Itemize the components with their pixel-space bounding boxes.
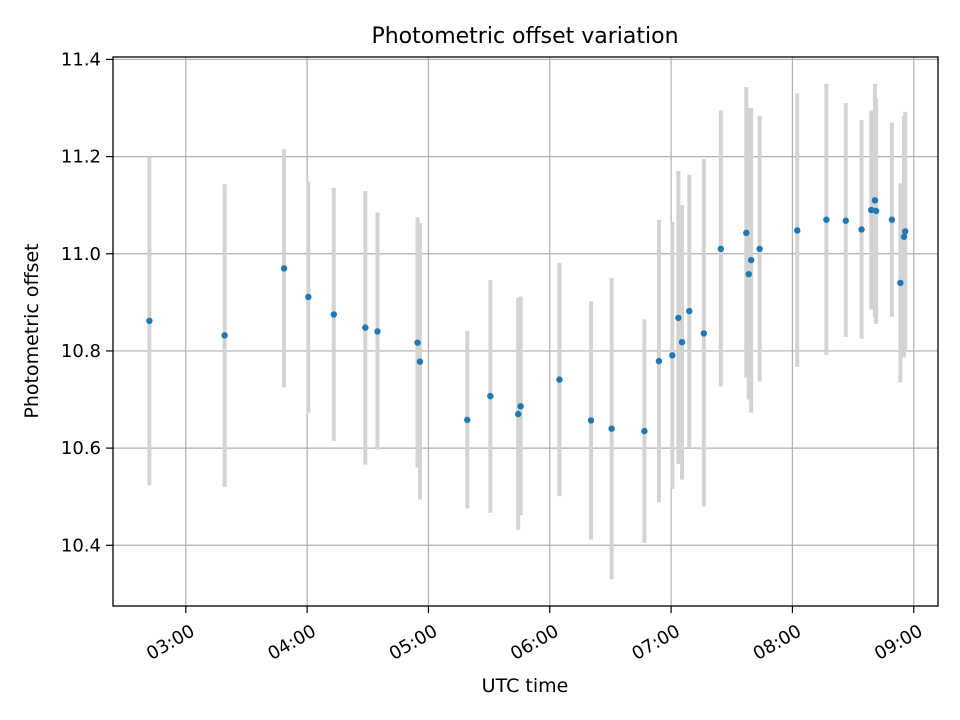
- data-point: [745, 270, 752, 278]
- data-point: [669, 352, 676, 359]
- data-point: [900, 233, 908, 240]
- data-point: [868, 206, 875, 214]
- y-tick-label: 11.2: [61, 147, 101, 168]
- chart-title: Photometric offset variation: [371, 24, 678, 49]
- data-point: [556, 376, 563, 383]
- data-point: [362, 324, 369, 331]
- data-point: [902, 228, 909, 235]
- y-tick-label: 11.0: [61, 244, 101, 265]
- y-axis: 10.4 10.6 10.8 11.0 11.2 11.4: [61, 49, 113, 556]
- data-point: [675, 314, 682, 322]
- data-point: [717, 245, 725, 253]
- data-point: [655, 357, 663, 365]
- data-point: [794, 227, 801, 234]
- data-point: [587, 417, 595, 424]
- data-point: [743, 229, 750, 237]
- data-point: [515, 410, 522, 418]
- data-point: [871, 197, 879, 204]
- data-points: [146, 197, 909, 435]
- data-point: [700, 330, 708, 337]
- y-tick-label: 10.6: [61, 438, 101, 459]
- data-point: [858, 226, 865, 233]
- y-axis-label: Photometric offset: [21, 243, 43, 418]
- data-point: [221, 332, 228, 339]
- data-point: [517, 403, 524, 410]
- data-point: [747, 256, 755, 264]
- data-point: [146, 317, 153, 325]
- data-point: [487, 392, 494, 400]
- plot-area: [113, 57, 938, 606]
- data-point: [305, 293, 312, 301]
- data-point: [678, 338, 686, 346]
- data-point: [464, 416, 471, 424]
- data-point: [416, 358, 424, 365]
- data-point: [756, 245, 763, 253]
- x-axis-label: UTC time: [482, 675, 569, 697]
- plot-frame: [112, 56, 939, 607]
- y-tick-label: 11.4: [61, 49, 101, 70]
- data-point: [280, 265, 288, 272]
- y-tick-label: 10.4: [61, 535, 101, 556]
- data-point: [608, 425, 615, 432]
- data-point: [374, 328, 381, 335]
- data-point: [686, 307, 693, 315]
- y-tick-label: 10.8: [61, 341, 101, 362]
- data-point: [842, 217, 849, 224]
- data-point: [897, 279, 904, 287]
- data-point: [330, 311, 338, 318]
- data-point: [641, 427, 648, 435]
- data-point: [823, 216, 830, 223]
- data-point: [872, 207, 880, 215]
- data-point: [414, 339, 421, 346]
- data-point: [888, 216, 896, 223]
